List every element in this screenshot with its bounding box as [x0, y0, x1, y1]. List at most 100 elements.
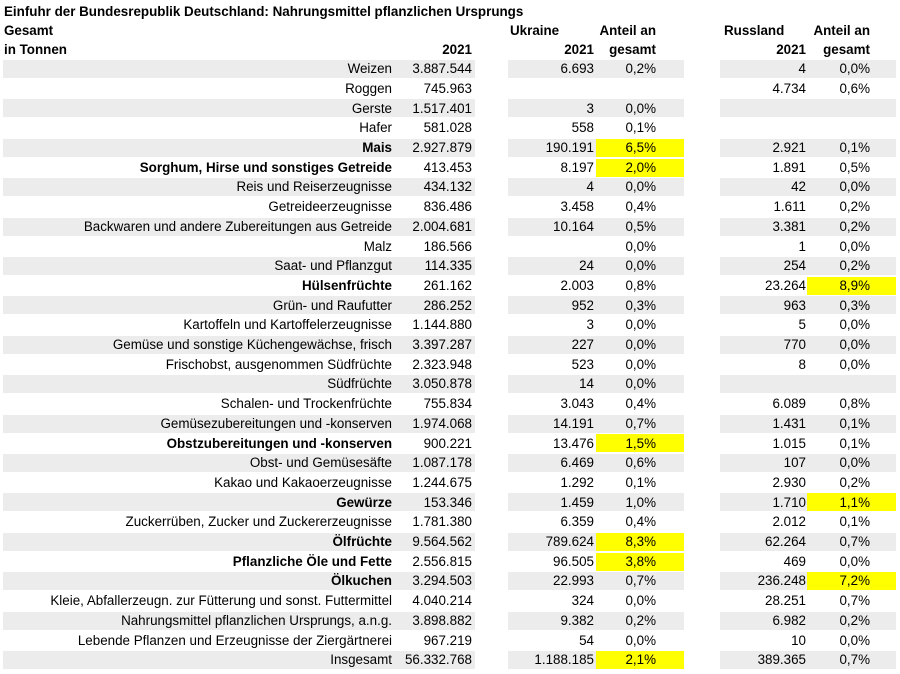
row-label: Lebende Pflanzen und Erzeugnisse der Zie… [77, 632, 392, 648]
ukraine-share: 2,0% [625, 159, 656, 175]
ukraine-value: 2.003 [560, 277, 594, 293]
row-stripe [508, 493, 684, 512]
header-ukraine-year: 2021 [564, 42, 594, 57]
russland-value: 6.089 [772, 396, 806, 412]
row-label: Nahrungsmittel pflanzlichen Ursprungs, a… [121, 612, 392, 628]
row-label: Zuckerrüben, Zucker und Zuckererzeugniss… [125, 514, 392, 530]
ukraine-share: 0,8% [625, 277, 656, 293]
ukraine-value: 1.292 [560, 474, 594, 490]
row-label: Gemüsezubereitungen und -konserven [160, 415, 392, 431]
ukraine-value: 54 [579, 632, 594, 648]
ukraine-value: 24 [579, 258, 594, 274]
row-stripe [508, 217, 684, 236]
ukraine-share: 0,1% [625, 474, 656, 490]
row-stripe [508, 414, 684, 433]
russland-share: 0,2% [839, 474, 870, 490]
row-label: Gewürze [336, 494, 392, 510]
russland-value: 1.431 [772, 415, 806, 431]
row-label: Kartoffeln und Kartoffelerzeugnisse [183, 317, 392, 333]
row-stripe [508, 611, 684, 630]
ukraine-value: 324 [571, 593, 594, 609]
ukraine-share: 1,5% [625, 435, 656, 451]
gesamt-value: 1.244.675 [412, 474, 472, 490]
ukraine-value: 8.197 [560, 159, 594, 175]
header-russland-share-2: gesamt [823, 42, 870, 57]
ukraine-value: 4 [586, 179, 594, 195]
row-label: Frischobst, ausgenommen Südfrüchte [165, 356, 392, 372]
row-label: Gerste [351, 100, 392, 116]
header-gesamt: Gesamt [4, 23, 54, 38]
gesamt-value: 967.219 [423, 632, 472, 648]
russland-value: 236.248 [757, 573, 806, 589]
row-stripe [720, 138, 896, 157]
russland-value [720, 99, 806, 119]
ukraine-share [594, 79, 656, 99]
russland-value: 1 [798, 238, 806, 254]
row-stripe [508, 257, 684, 275]
row-label: Saat- und Pflanzgut [274, 258, 392, 274]
row-label: Obstzubereitungen und -konserven [166, 435, 392, 451]
row-stripe [720, 375, 896, 394]
row-stripe [720, 217, 896, 236]
russland-share: 0,7% [839, 534, 870, 549]
row-stripe [720, 611, 896, 630]
ukraine-share: 0,0% [625, 179, 656, 195]
row-stripe [508, 335, 684, 354]
russland-value: 1.611 [773, 199, 806, 215]
gesamt-value: 4.040.214 [412, 593, 472, 609]
row-label: Hülsenfrüchte [301, 277, 392, 293]
ukraine-share: 0,0% [625, 238, 656, 254]
ukraine-value: 96.505 [553, 553, 594, 569]
row-label: Reis und Reiserzeugnisse [236, 179, 392, 195]
russland-share: 0,5% [839, 159, 870, 175]
ukraine-value: 14 [579, 376, 594, 392]
gesamt-value: 836.486 [423, 199, 472, 215]
russland-value: 963 [783, 297, 806, 313]
row-stripe [3, 493, 475, 512]
gesamt-value: 755.834 [423, 396, 472, 412]
russland-share: 7,2% [839, 573, 870, 589]
row-stripe [3, 178, 475, 197]
ukraine-value: 3.043 [560, 396, 594, 412]
ukraine-share: 0,0% [625, 317, 656, 333]
ukraine-share: 8,3% [625, 534, 656, 549]
gesamt-value: 745.963 [423, 80, 472, 96]
russland-share: 0,0% [839, 553, 870, 569]
russland-value: 1.891 [772, 159, 806, 175]
ukraine-value: 789.624 [545, 534, 594, 549]
gesamt-value: 434.132 [423, 179, 472, 195]
ukraine-value: 13.476 [553, 435, 594, 451]
gesamt-value: 3.887.544 [412, 61, 472, 77]
row-label: Mais [362, 140, 392, 155]
ukraine-value: 1.188.185 [534, 652, 594, 668]
gesamt-value: 1.974.068 [412, 415, 472, 431]
ukraine-value: 14.191 [553, 415, 594, 431]
row-stripe [3, 99, 475, 118]
gesamt-value: 413.453 [423, 159, 472, 175]
gesamt-value: 1.087.178 [412, 455, 472, 471]
russland-value: 10 [791, 632, 806, 648]
ukraine-share: 0,2% [625, 61, 656, 77]
row-stripe [720, 99, 896, 118]
ukraine-value: 9.382 [560, 612, 594, 628]
gesamt-value: 9.564.562 [412, 534, 472, 549]
russland-share: 0,0% [839, 61, 870, 77]
ukraine-value: 10.164 [553, 218, 594, 234]
russland-share: 0,2% [839, 199, 870, 215]
russland-share: 1,1% [839, 494, 870, 510]
row-label: Grün- und Raufutter [272, 297, 392, 313]
row-stripe [508, 60, 684, 78]
ukraine-share: 6,5% [625, 140, 656, 155]
ukraine-share: 0,0% [625, 593, 656, 609]
ukraine-share: 0,0% [625, 356, 656, 372]
russland-share: 0,0% [839, 238, 870, 254]
ukraine-value: 1.459 [560, 494, 594, 510]
row-label: Sorghum, Hirse und sonstiges Getreide [139, 159, 392, 175]
russland-share [806, 374, 870, 394]
russland-value: 3.381 [772, 218, 806, 234]
russland-share: 0,0% [839, 179, 870, 195]
russland-value: 389.365 [757, 652, 806, 668]
russland-value: 469 [783, 553, 806, 569]
gesamt-value: 2.927.879 [412, 140, 472, 155]
row-label: Ölkuchen [330, 573, 392, 589]
